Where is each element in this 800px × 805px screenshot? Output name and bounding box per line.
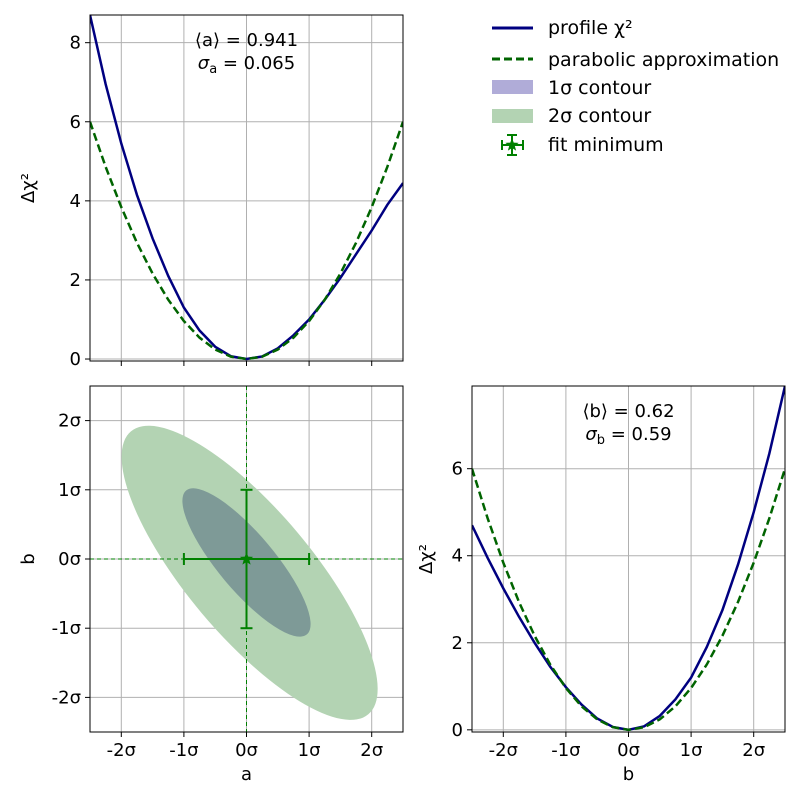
y-tick-label: 8 bbox=[70, 33, 81, 54]
y-tick-label: 4 bbox=[70, 191, 81, 212]
x-tick-label: 2σ bbox=[360, 740, 383, 761]
legend-contour2-swatch bbox=[492, 109, 533, 123]
y-tick-label: 6 bbox=[452, 459, 463, 480]
annotation-mean: ⟨a⟩ = 0.941 bbox=[195, 30, 298, 51]
x-tick-label: -2σ bbox=[489, 740, 518, 761]
legend-contour1-label: 1σ contour bbox=[548, 77, 651, 99]
annotation-sigma: σa = 0.065 bbox=[198, 53, 295, 77]
plot-area bbox=[472, 386, 785, 732]
annotation-mean: ⟨b⟩ = 0.62 bbox=[582, 401, 674, 422]
panel-bottom-left: -2σ -1σ 0σ 1σ 2σ -2σ -1σ 0σ 1σ 2σ a b bbox=[18, 385, 404, 785]
legend-fit-star bbox=[505, 138, 519, 151]
y-axis-label: Δχ² bbox=[416, 544, 437, 574]
y-tick-label: -2σ bbox=[52, 687, 81, 708]
x-axis-label: b bbox=[623, 764, 634, 785]
x-tick-label: -2σ bbox=[107, 740, 136, 761]
y-tick-label: 0σ bbox=[58, 549, 81, 570]
y-axis-label: Δχ² bbox=[18, 173, 39, 203]
legend-contour1-swatch bbox=[492, 80, 533, 94]
series-parabolic-line bbox=[472, 468, 785, 732]
fit-minimum-star bbox=[239, 552, 254, 565]
y-tick-label: 2σ bbox=[58, 411, 81, 432]
x-tick-label: 2σ bbox=[742, 740, 765, 761]
legend-parabolic-label: parabolic approximation bbox=[548, 49, 779, 71]
legend-contour2-label: 2σ contour bbox=[548, 105, 651, 127]
x-tick-label: -1σ bbox=[551, 740, 580, 761]
legend-fit-marker bbox=[501, 134, 524, 156]
y-tick-label: 4 bbox=[452, 546, 463, 567]
grid bbox=[472, 386, 785, 732]
y-tick-label: 1σ bbox=[58, 480, 81, 501]
y-tick-label: 0 bbox=[70, 349, 81, 370]
x-tick-label: 1σ bbox=[680, 740, 703, 761]
x-tick-label: -1σ bbox=[169, 740, 198, 761]
y-tick-label: 0 bbox=[452, 720, 463, 741]
y-tick-label: -1σ bbox=[52, 618, 81, 639]
series-profile-line bbox=[90, 15, 403, 361]
legend-fit-label: fit minimum bbox=[548, 134, 664, 156]
x-tick-label: 1σ bbox=[298, 740, 321, 761]
y-axis-label: b bbox=[18, 553, 39, 564]
legend-profile-label: profile χ² bbox=[548, 17, 633, 39]
plot-area bbox=[90, 15, 403, 361]
y-tick-label: 2 bbox=[452, 633, 463, 654]
legend: profile χ² parabolic approximation 1σ co… bbox=[492, 17, 779, 156]
x-tick-label: 0σ bbox=[235, 740, 258, 761]
annotation-sigma: σb = 0.59 bbox=[585, 424, 671, 448]
grid bbox=[90, 15, 403, 361]
y-tick-label: 6 bbox=[70, 112, 81, 133]
x-tick-label: 0σ bbox=[617, 740, 640, 761]
plot-area bbox=[90, 386, 403, 732]
x-axis-label: a bbox=[241, 764, 252, 785]
y-tick-label: 2 bbox=[70, 270, 81, 291]
